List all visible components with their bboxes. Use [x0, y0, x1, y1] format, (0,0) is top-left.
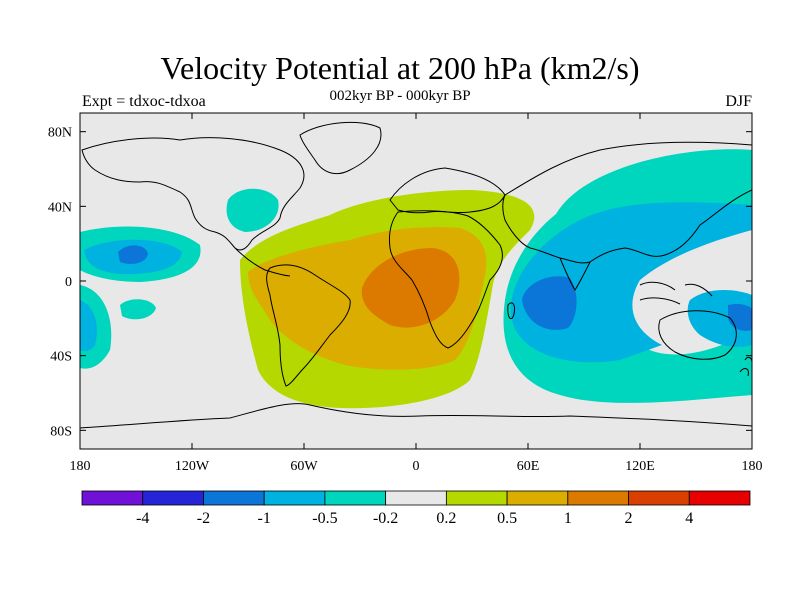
- season-label: DJF: [725, 93, 752, 110]
- colorbar-swatch: [445, 490, 508, 506]
- coast-greenland: [299, 121, 382, 175]
- experiment-label: Expt = tdxoc-tdxoa: [82, 93, 206, 110]
- colorbar-label: -2: [197, 510, 210, 527]
- colorbar-label: 4: [685, 510, 693, 527]
- colorbar-swatch: [628, 490, 690, 506]
- contour-neg-1-npac: [118, 245, 148, 264]
- contour-neg-0.2-spac-small: [120, 299, 156, 320]
- contour-neg-0.5-spac-left: [80, 300, 97, 352]
- map-title: Velocity Potential at 200 hPa (km2/s): [160, 50, 640, 86]
- coastline-layer: [80, 121, 752, 429]
- coast-central-america: [234, 247, 291, 277]
- contour-neg-0.2-natl: [226, 188, 279, 232]
- colorbar-swatch: [203, 490, 265, 506]
- x-tick-label: 60E: [517, 459, 540, 474]
- coast-north-america: [81, 137, 305, 251]
- y-tick-label: 40N: [48, 200, 72, 215]
- colorbar-label: -0.2: [373, 510, 398, 527]
- coast-antarctica: [80, 403, 752, 429]
- colorbar-swatch: [688, 490, 751, 506]
- colorbar-label: 0.5: [497, 510, 517, 527]
- coast-madagascar: [507, 302, 515, 320]
- colorbar-swatch: [263, 490, 326, 506]
- x-tick-label: 180: [70, 459, 91, 474]
- colorbar-label: -4: [136, 510, 149, 527]
- contour-neg-1: [522, 276, 577, 330]
- x-tick-label: 180: [742, 459, 763, 474]
- y-tick-label: 80S: [50, 424, 72, 439]
- contour-fill-layer: [80, 149, 752, 409]
- colorbar-label: 2: [625, 510, 633, 527]
- y-tick-label: 0: [65, 275, 72, 290]
- colorbar-label: 1: [564, 510, 572, 527]
- coast-asia: [502, 141, 752, 264]
- y-tick-label: 80N: [48, 126, 72, 141]
- y-tick-label: 40S: [50, 350, 72, 365]
- coast-europe: [389, 167, 506, 214]
- coast-australia: [658, 310, 737, 360]
- x-tick-label: 60W: [290, 459, 318, 474]
- colorbar: -4 -2 -1 -0.5 -0.2 0.2 0.5 1 2 4: [81, 490, 751, 527]
- coast-india: [559, 257, 591, 291]
- colorbar-swatch: [81, 490, 144, 506]
- colorbar-label: -1: [258, 510, 271, 527]
- colorbar-label: -0.5: [312, 510, 337, 527]
- coast-south-america: [266, 264, 351, 387]
- colorbar-swatch: [324, 490, 387, 506]
- map-subtitle: 002kyr BP - 000kyr BP: [329, 88, 471, 104]
- colorbar-swatch: [567, 490, 629, 506]
- x-tick-label: 0: [413, 459, 420, 474]
- contour-pos-1: [361, 248, 460, 328]
- colorbar-swatch: [142, 490, 204, 506]
- coast-se-asia: [639, 281, 713, 305]
- x-tick-label: 120W: [175, 459, 210, 474]
- colorbar-swatch: [385, 490, 447, 506]
- x-tick-label: 120E: [625, 459, 655, 474]
- colorbar-label: 0.2: [436, 510, 456, 527]
- coast-africa: [389, 210, 503, 349]
- colorbar-swatch: [506, 490, 569, 506]
- map-axes: 180 120W 60W 0 60E 120E 180 80N 40N 0 40S 80S: [48, 113, 763, 474]
